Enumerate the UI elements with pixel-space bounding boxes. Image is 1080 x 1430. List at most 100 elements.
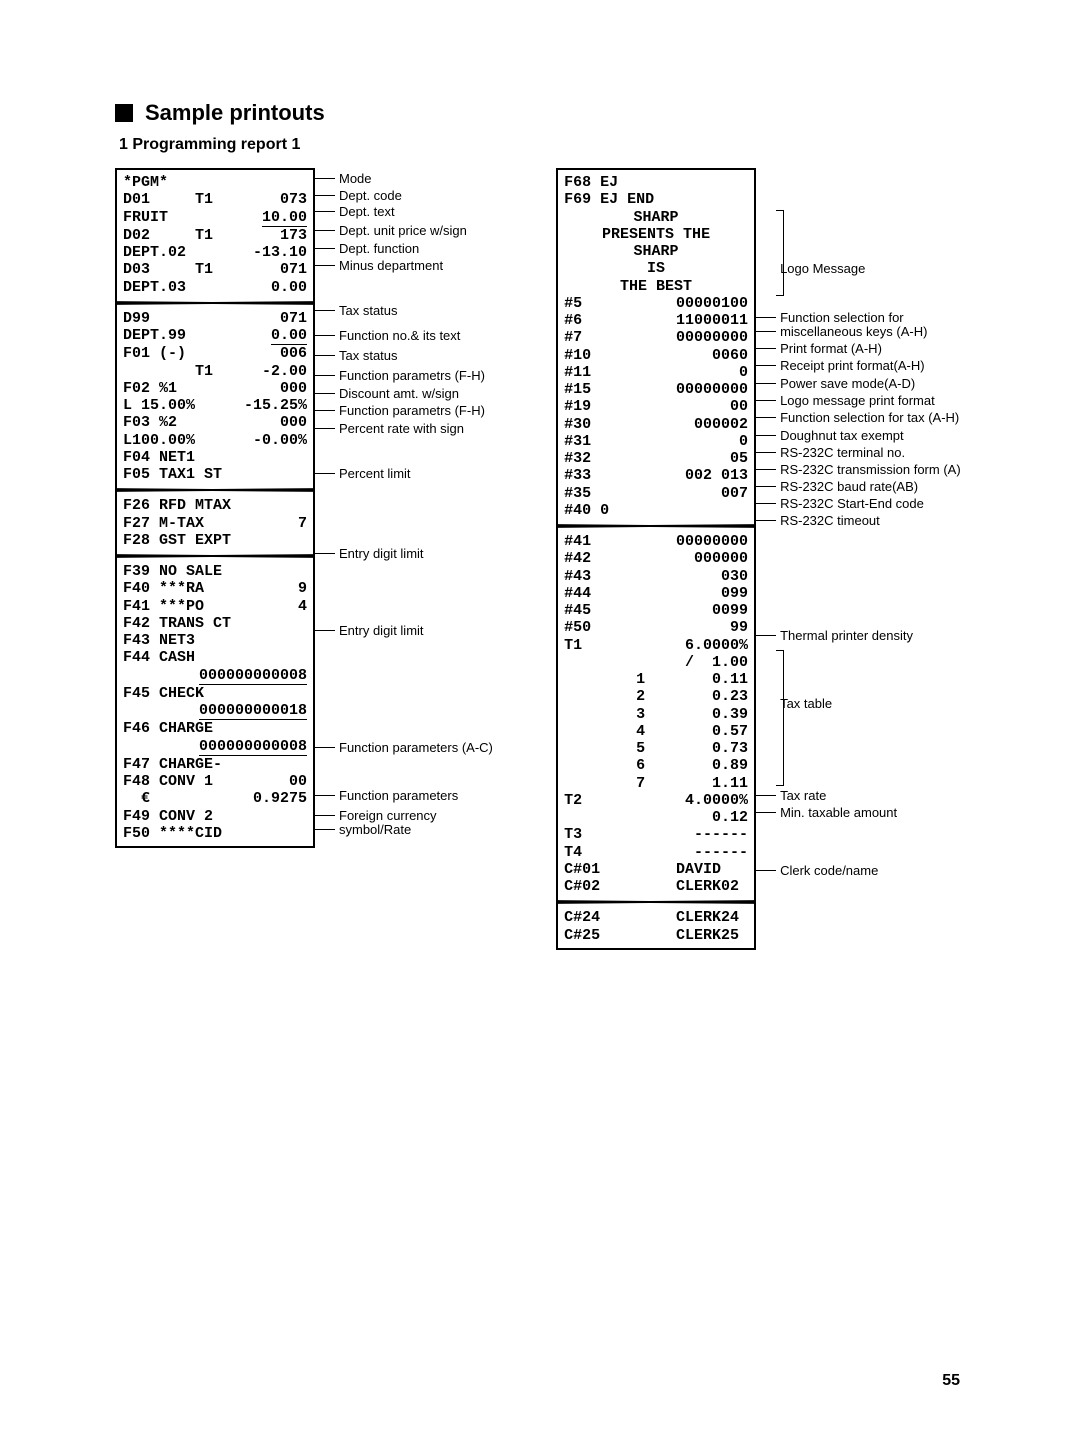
annotation-tick	[313, 191, 314, 200]
receipt-line: 60.89	[558, 757, 754, 774]
page-number: 55	[942, 1372, 960, 1390]
annotation-label: Receipt print format(A-H)	[780, 358, 924, 373]
receipt-right	[231, 532, 307, 549]
receipt-right	[195, 449, 307, 466]
receipt-line: *PGM*	[117, 174, 313, 191]
receipt-left: C#02	[564, 878, 600, 895]
annotation-tick	[754, 791, 755, 800]
receipt-left: #10	[564, 347, 591, 364]
receipt-right: 000000000008	[123, 667, 307, 685]
receipt-line: #500000100	[558, 295, 754, 312]
receipt-left: T2	[564, 792, 582, 809]
annotation-lead	[754, 400, 776, 401]
receipt-left: FRUIT	[123, 209, 168, 227]
receipt-right	[609, 502, 748, 519]
receipt-line: F43 NET3	[117, 632, 313, 649]
receipt-line: C#02CLERK02	[558, 878, 754, 895]
annotation-label: RS-232C transmission form (A)	[780, 462, 961, 477]
receipt-right	[222, 825, 307, 842]
receipt-right: 073	[150, 191, 307, 208]
annotation-tick	[754, 866, 755, 875]
receipt-right: 00	[591, 398, 748, 415]
annotation-label: Discount amt. w/sign	[339, 386, 459, 401]
receipt-right	[618, 174, 748, 191]
receipt-line: #43030	[558, 568, 754, 585]
receipt-line: 000000000008	[117, 667, 313, 685]
square-bullet-icon	[115, 104, 133, 122]
annotation-label: Minus department	[339, 258, 443, 273]
receipt-left: L 15.00%	[123, 397, 195, 414]
receipt-right: 1.11	[564, 775, 748, 792]
annotation-lead	[754, 503, 776, 504]
annotation-lead	[754, 331, 776, 332]
receipt-right: 000000	[591, 550, 748, 567]
receipt-line: T1-2.00	[117, 363, 313, 380]
receipt-right: 000	[177, 380, 307, 397]
receipt-right: 0	[591, 364, 748, 381]
receipt-line: SHARP	[558, 209, 754, 226]
annotation-tick	[313, 406, 314, 415]
receipt-line: F48 CONV 100	[117, 773, 313, 790]
annotation-label: RS-232C baud rate(AB)	[780, 479, 918, 494]
receipt-line: F49 CONV 2	[117, 808, 313, 825]
receipt-line: F04 NET1	[117, 449, 313, 466]
receipt-left: F69 EJ END	[564, 191, 654, 208]
receipt-line: #44099	[558, 585, 754, 602]
receipt-left: L100.00%	[123, 432, 195, 449]
receipt-left: F39 NO SALE	[123, 563, 222, 580]
receipt-left: C#01	[564, 861, 600, 878]
receipt-right: 0.00	[186, 327, 307, 345]
annotation-tick	[754, 313, 755, 322]
receipt-line: 10.11	[558, 671, 754, 688]
annotation-label: Entry digit limit	[339, 546, 424, 561]
annotation-lead	[313, 195, 335, 196]
annotation-brace	[776, 210, 784, 296]
receipt-line: F02 %1000	[117, 380, 313, 397]
receipt-left: #32	[564, 450, 591, 467]
receipt-left: F44 CASH	[123, 649, 195, 666]
receipt-left: #43	[564, 568, 591, 585]
receipt-left: F28 GST EXPT	[123, 532, 231, 549]
receipt-right: 7	[204, 515, 307, 532]
annotation-label: Dept. function	[339, 241, 419, 256]
receipt-box: F68 EJF69 EJ ENDSHARPPRESENTS THESHARPIS…	[556, 168, 756, 523]
annotation-tick	[313, 469, 314, 478]
receipt-right: 0099	[591, 602, 748, 619]
annotation-lead	[754, 417, 776, 418]
receipt-line: #30000002	[558, 416, 754, 433]
receipt-line: 000000000008	[117, 738, 313, 756]
receipt-right: 007	[591, 485, 748, 502]
receipt-left: DEPT.02	[123, 244, 186, 261]
receipt-left: F02 %1	[123, 380, 177, 397]
receipt-box: D99071DEPT.990.00F01 (-)006T1-2.00F02 %1…	[115, 306, 315, 488]
receipt-right: 9	[204, 580, 307, 597]
receipt-left: F45 CHECK	[123, 685, 204, 702]
receipt-left: #19	[564, 398, 591, 415]
annotation-label: Mode	[339, 171, 372, 186]
annotation-label: Function selection for	[780, 310, 904, 325]
receipt-box: F26 RFD MTAXF27 M-TAX7F28 GST EXPT	[115, 493, 315, 553]
receipt-right: 00000000	[591, 533, 748, 550]
receipt-right	[222, 563, 307, 580]
receipt-left: F46 CHARGE	[123, 720, 213, 737]
annotation-label: symbol/Rate	[339, 822, 411, 837]
receipt-left: F05 TAX1 ST	[123, 466, 222, 483]
receipt-left: #15	[564, 381, 591, 398]
receipt-box: *PGM*D01T1073FRUIT10.00D02T1173DEPT.02-1…	[115, 168, 315, 300]
annotation-lead	[754, 383, 776, 384]
receipt-line: T4------	[558, 844, 754, 861]
receipt-line: #33002 013	[558, 467, 754, 484]
receipt-line: F26 RFD MTAX	[117, 497, 313, 514]
receipt-line: F50 ****CID	[117, 825, 313, 842]
annotation-tick	[313, 331, 314, 340]
receipt-right: -2.00	[123, 363, 307, 380]
annotation-lead	[754, 452, 776, 453]
receipt-line: F45 CHECK	[117, 685, 313, 702]
receipt-line: 0.12	[558, 809, 754, 826]
receipt-right: DAVID	[600, 861, 748, 878]
annotation-tick	[754, 413, 755, 422]
receipt-left: €	[123, 790, 150, 807]
annotation-label: Print format (A-H)	[780, 341, 882, 356]
annotation-lead	[313, 178, 335, 179]
receipt-mid: 3	[636, 706, 645, 723]
